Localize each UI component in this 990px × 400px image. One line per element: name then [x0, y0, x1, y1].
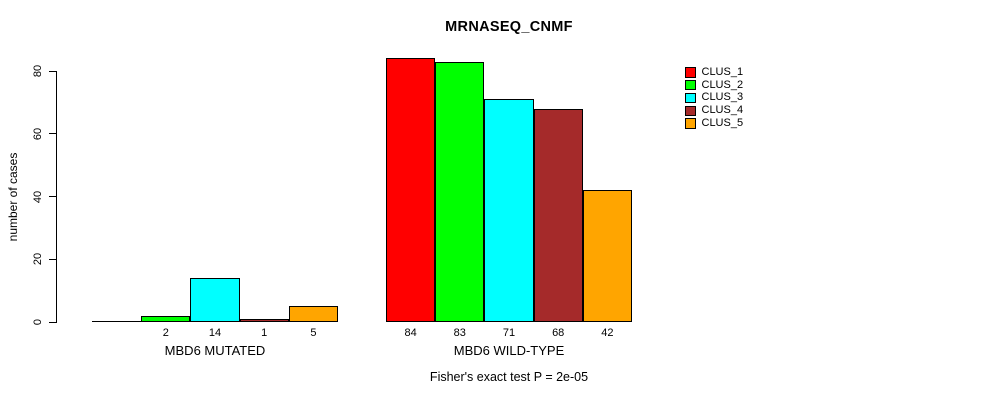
bar-clus_3 [484, 99, 534, 322]
y-axis-title: number of cases [6, 152, 20, 242]
legend-item: CLUS_2 [685, 79, 743, 92]
legend-label: CLUS_5 [701, 117, 744, 130]
y-tick-label: 40 [31, 190, 44, 203]
bar-clus_4 [533, 108, 583, 322]
legend-swatch-icon [685, 67, 696, 78]
y-tick-mark [48, 70, 56, 72]
bar-clus_5 [288, 306, 338, 322]
group-label: MBD6 MUTATED [164, 343, 266, 358]
legend-item: CLUS_1 [685, 66, 743, 79]
chart-title: MRNASEQ_CNMF [445, 19, 573, 35]
bar-clus_2 [141, 315, 191, 322]
legend-item: CLUS_4 [685, 104, 743, 117]
bar-value-label: 5 [310, 327, 317, 339]
bar-clus_1 [386, 58, 436, 322]
bar-value-label: 84 [404, 327, 417, 339]
legend-label: CLUS_2 [701, 78, 744, 91]
legend-swatch-icon [685, 118, 696, 129]
y-tick-label: 20 [31, 253, 44, 266]
bar-value-label: 2 [162, 327, 169, 339]
legend-item: CLUS_3 [685, 92, 743, 105]
y-tick-mark [48, 321, 56, 323]
y-tick-mark [48, 196, 56, 197]
legend-swatch-icon [685, 92, 696, 104]
legend-label: CLUS_3 [701, 91, 744, 104]
y-tick-label: 60 [31, 127, 44, 140]
bar-clus_1 [92, 320, 142, 322]
y-tick-mark [48, 258, 56, 260]
y-tick-mark [48, 133, 56, 135]
bar-clus_4 [239, 318, 289, 322]
stat-annotation: Fisher's exact test P = 2e-05 [429, 370, 589, 384]
legend-label: CLUS_1 [701, 65, 744, 78]
group-label: MBD6 WILD-TYPE [453, 343, 565, 358]
bar-value-label: 14 [208, 327, 222, 339]
bar-value-label: 1 [261, 327, 268, 339]
bar-clus_3 [190, 278, 240, 322]
y-axis-line [55, 71, 57, 323]
y-tick-label: 0 [31, 318, 44, 326]
bar-value-label: 83 [453, 327, 466, 339]
legend-swatch-icon [685, 79, 696, 91]
legend-item: CLUS_5 [685, 117, 743, 130]
bar-value-label: 71 [502, 327, 516, 339]
legend-label: CLUS_4 [701, 104, 744, 117]
bar-value-label: 42 [601, 327, 614, 339]
bar-clus_2 [435, 61, 485, 322]
legend-swatch-icon [685, 105, 696, 117]
bar-clus_5 [582, 190, 632, 322]
legend: CLUS_1 CLUS_2 CLUS_3 CLUS_4 CLUS_5 [685, 66, 743, 130]
y-tick-label: 80 [31, 64, 44, 78]
bar-value-label: 68 [552, 327, 565, 339]
